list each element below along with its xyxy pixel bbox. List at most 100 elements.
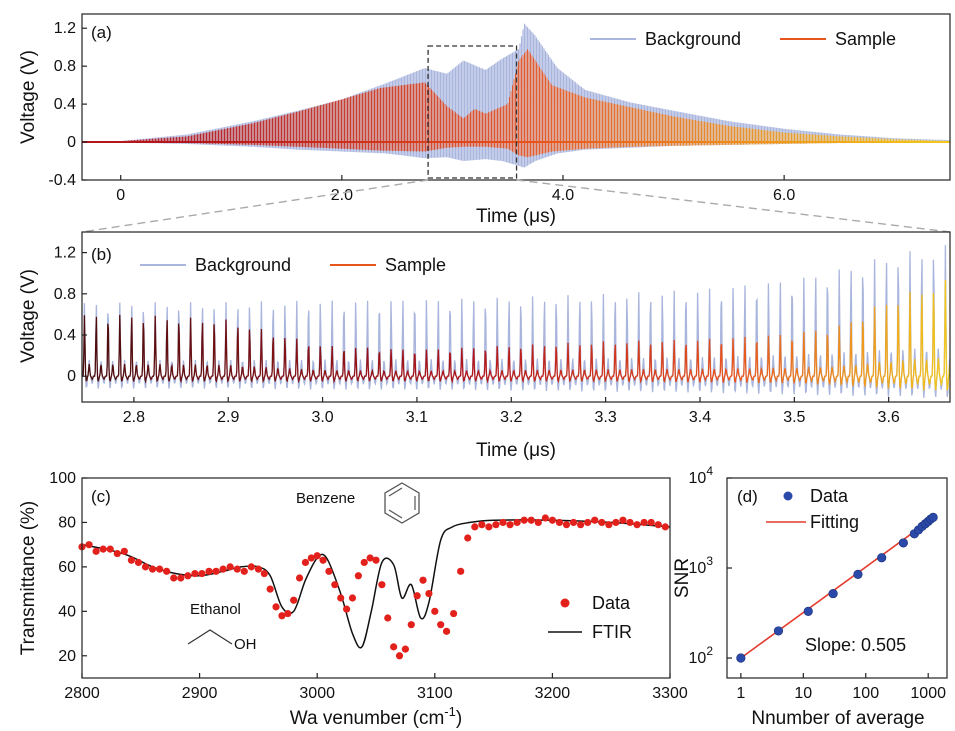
- ethanol-structure-icon: [187, 629, 233, 645]
- c-data-point: [413, 592, 421, 600]
- c-data-point: [233, 565, 241, 573]
- c-data-point: [219, 565, 227, 573]
- c-data-point: [499, 518, 507, 527]
- c-data-point: [457, 567, 465, 575]
- b-legend-background-label: Background: [195, 255, 291, 275]
- y-tick-label: 1.2: [54, 245, 76, 262]
- c-data-point: [290, 596, 298, 604]
- c-data-point: [113, 549, 121, 558]
- d-data-point: [828, 588, 838, 599]
- c-panel-label: (c): [91, 487, 111, 506]
- c-x-axis-label-main: Wa venumber (cm: [290, 708, 445, 729]
- c-data-point: [619, 516, 627, 524]
- c-data-point: [343, 605, 351, 613]
- c-data-point: [661, 523, 669, 531]
- y-tick-label: 1.2: [54, 20, 76, 37]
- d-legend-data-marker: [783, 491, 793, 501]
- c-data-points: [78, 514, 669, 660]
- c-frame: [81, 477, 671, 679]
- y-tick-label: 0: [67, 368, 76, 385]
- c-data-point: [247, 563, 255, 571]
- c-legend-ftir-label: FTIR: [592, 622, 632, 642]
- x-tick-label: 1000: [910, 685, 946, 702]
- c-data-point: [325, 567, 333, 575]
- c-data-point: [120, 547, 128, 555]
- c-ftir-line: [81, 519, 671, 649]
- c-data-point: [372, 556, 380, 564]
- x-tick-label: 2800: [64, 685, 100, 702]
- a-x-ticks: 0 2.0 4.0 6.0: [116, 175, 795, 204]
- x-tick-label: 2.8: [123, 409, 145, 426]
- c-data-point: [331, 581, 339, 589]
- x-tick-label: 3.5: [783, 409, 805, 426]
- b-sample-trace: [82, 279, 950, 391]
- c-data-point: [506, 521, 514, 529]
- y-tick-label: 20: [58, 648, 76, 665]
- c-data-point: [478, 521, 486, 529]
- c-data-point: [520, 516, 528, 524]
- zoom-connector-right: [516, 179, 951, 233]
- c-data-point: [464, 534, 472, 542]
- benzene-ring-icon: [384, 482, 420, 524]
- b-panel-label: (b): [91, 245, 112, 264]
- c-data-point: [319, 556, 327, 564]
- x-tick-label: 3000: [299, 685, 335, 702]
- d-panel-label: (d): [737, 487, 758, 506]
- x-tick-label: 3.4: [689, 409, 711, 426]
- c-x-axis-label: Wa venumber (cm-1): [290, 704, 462, 729]
- y-tick-exponent: 3: [706, 554, 713, 568]
- c-data-point: [106, 545, 114, 553]
- c-legend: Data FTIR: [548, 593, 632, 642]
- y-tick-label: 100: [49, 470, 76, 487]
- c-data-point: [191, 569, 199, 578]
- d-x-axis-label: Nnumber of average: [751, 708, 924, 729]
- d-frame: [726, 477, 948, 679]
- c-data-point: [198, 569, 206, 578]
- c-data-point: [141, 563, 150, 571]
- benzene-label: Benzene: [296, 490, 355, 507]
- a-y-axis-label: Voltage (V): [18, 50, 39, 144]
- c-data-point: [260, 569, 268, 578]
- x-tick-label: 2.9: [217, 409, 239, 426]
- d-legend-data-label: Data: [810, 486, 849, 506]
- panel-c: 2800 2900 3000 3100 3200 3300 20 40 60 80 100 (c)…: [18, 470, 688, 729]
- c-data-point: [226, 563, 234, 571]
- c-data-point: [254, 565, 262, 573]
- y-tick-base: 10: [689, 650, 707, 667]
- d-slope-annotation: Slope: 0.505: [805, 635, 906, 655]
- d-plot-area: [736, 512, 938, 663]
- d-data-point: [773, 626, 784, 636]
- y-tick-base: 10: [689, 470, 707, 487]
- y-tick-label: 60: [58, 559, 76, 576]
- a-panel-label: (a): [91, 23, 112, 42]
- c-data-point: [284, 609, 292, 618]
- c-data-point: [360, 558, 368, 567]
- c-legend-data-label: Data: [592, 593, 631, 613]
- b-frame: [81, 231, 951, 403]
- c-data-point: [442, 627, 451, 635]
- panel-b: 2.8 2.9 3.0 3.1 3.2 3.3 3.4 3.5 3.6 0 0.4 0.8 1.2 (…: [18, 231, 951, 461]
- a-y-ticks: -0.4 0 0.4 0.8 1.2: [48, 20, 87, 189]
- c-data-point: [134, 558, 143, 567]
- c-data-point: [407, 621, 415, 629]
- c-data-point: [99, 545, 107, 553]
- c-data-point: [401, 645, 409, 653]
- y-tick-label: 0.4: [54, 327, 76, 344]
- c-data-point: [240, 567, 248, 575]
- y-tick-exponent: 4: [706, 464, 713, 478]
- c-data-point: [170, 574, 178, 582]
- c-data-point: [513, 518, 521, 527]
- c-data-point: [272, 603, 280, 611]
- y-tick-label: -0.4: [48, 172, 76, 189]
- d-data-point: [928, 512, 938, 523]
- c-x-ticks: 2800 2900 3000 3100 3200 3300: [64, 673, 688, 702]
- y-tick-label: 104: [689, 464, 714, 487]
- c-data-point: [555, 518, 564, 527]
- ethanol-oh-label: OH: [234, 636, 257, 653]
- zoom-connector-left: [81, 179, 429, 233]
- b-legend-sample-label: Sample: [385, 255, 446, 275]
- b-trace-path: [82, 279, 950, 391]
- c-data-point: [148, 565, 157, 573]
- y-tick-label: 102: [689, 644, 714, 667]
- c-data-point: [390, 643, 398, 651]
